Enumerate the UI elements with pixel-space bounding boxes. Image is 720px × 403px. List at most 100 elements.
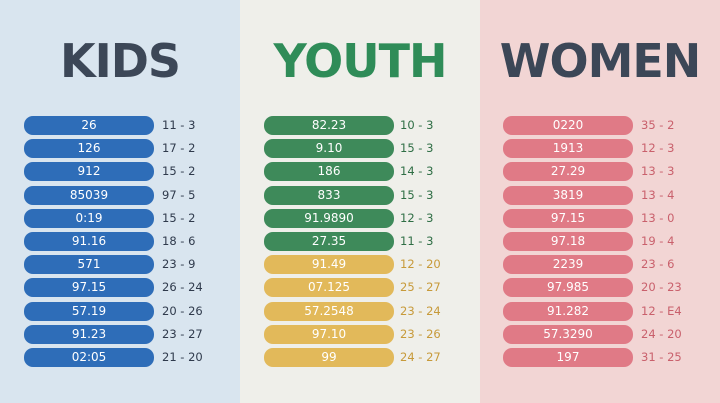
size-pill: 2239: [503, 255, 633, 275]
size-row: 91.282 12 - E4: [480, 301, 720, 321]
size-range: 11 - 3: [162, 118, 196, 132]
size-pill: 91.282: [503, 301, 633, 321]
size-pill: 3819: [503, 185, 633, 205]
size-range: 97 - 5: [162, 187, 196, 202]
youth-panel: YOUTH 82.23 10 - 3 9.10 15 - 3 186 14 - 3 833 1…: [240, 0, 480, 403]
size-range: 23 - 9: [162, 257, 196, 272]
size-pill: 97.15: [503, 208, 633, 228]
size-range: 35 - 2: [641, 118, 675, 132]
size-range: 13 - 0: [641, 210, 675, 225]
size-row: 82.23 10 - 3: [240, 116, 480, 135]
size-range: 25 - 27: [400, 280, 441, 295]
size-range: 15 - 3: [400, 141, 434, 156]
size-pill: 91.23: [24, 324, 154, 344]
size-range: 23 - 26: [400, 326, 441, 341]
size-row: 91.9890 12 - 3: [240, 208, 480, 228]
size-pill: 912: [24, 162, 154, 182]
size-pill: 197: [503, 348, 633, 367]
size-range: 11 - 3: [400, 234, 434, 248]
size-row: 571 23 - 9: [0, 255, 240, 275]
size-row: 0:19 15 - 2: [0, 208, 240, 228]
panel-title: WOMEN: [499, 34, 702, 88]
size-row: 1913 12 - 3: [480, 139, 720, 159]
size-range: 23 - 6: [641, 257, 675, 272]
size-pill: 0:19: [24, 208, 154, 228]
size-row: 0220 35 - 2: [480, 116, 720, 135]
size-range: 12 - 3: [400, 210, 434, 225]
size-row: 91.49 12 - 20: [240, 255, 480, 275]
size-pill: 0220: [503, 116, 633, 135]
size-row: 99 24 - 27: [240, 348, 480, 367]
size-pill: 91.49: [264, 255, 394, 275]
size-row: 57.2548 23 - 24: [240, 301, 480, 321]
size-range: 31 - 25: [641, 350, 682, 364]
size-row: 57.3290 24 - 20: [480, 324, 720, 344]
size-row: 97.15 26 - 24: [0, 278, 240, 298]
size-pill: 1913: [503, 139, 633, 159]
size-pill: 57.3290: [503, 324, 633, 344]
size-row: 126 17 - 2: [0, 139, 240, 159]
size-row: 197 31 - 25: [480, 348, 720, 367]
size-range: 26 - 24: [162, 280, 203, 295]
size-row: 91.23 23 - 27: [0, 324, 240, 344]
size-row: 26 11 - 3: [0, 116, 240, 135]
size-pill: 82.23: [264, 116, 394, 135]
size-range: 20 - 26: [162, 303, 203, 318]
size-row: 57.19 20 - 26: [0, 301, 240, 321]
size-row: 97.18 19 - 4: [480, 232, 720, 251]
size-row: 85039 97 - 5: [0, 185, 240, 205]
size-range: 23 - 24: [400, 303, 441, 318]
size-pill: 26: [24, 116, 154, 135]
size-range: 24 - 20: [641, 326, 682, 341]
size-range: 21 - 20: [162, 350, 203, 364]
size-range: 19 - 4: [641, 234, 675, 248]
size-range: 20 - 23: [641, 280, 682, 295]
size-pill: 186: [264, 162, 394, 182]
size-pill: 97.985: [503, 278, 633, 298]
size-row: 97.10 23 - 26: [240, 324, 480, 344]
size-row: 97.15 13 - 0: [480, 208, 720, 228]
women-panel: WOMEN 0220 35 - 2 1913 12 - 3 27.29 13 - 3 381…: [480, 0, 720, 403]
size-row: 02:05 21 - 20: [0, 348, 240, 367]
size-range: 23 - 27: [162, 326, 203, 341]
panel-title: YOUTH: [273, 34, 447, 88]
size-pill: 9.10: [264, 139, 394, 159]
size-pill: 02:05: [24, 348, 154, 367]
size-range: 24 - 27: [400, 350, 441, 364]
size-pill: 57.19: [24, 301, 154, 321]
size-pill: 571: [24, 255, 154, 275]
size-pill: 91.9890: [264, 208, 394, 228]
size-row: 91.16 18 - 6: [0, 232, 240, 251]
size-pill: 91.16: [24, 232, 154, 251]
size-range: 18 - 6: [162, 234, 196, 248]
size-row: 3819 13 - 4: [480, 185, 720, 205]
size-row: 833 15 - 3: [240, 185, 480, 205]
size-pill: 833: [264, 185, 394, 205]
size-row: 912 15 - 2: [0, 162, 240, 182]
size-range: 12 - 3: [641, 141, 675, 156]
size-range: 12 - E4: [641, 303, 682, 318]
size-pill: 57.2548: [264, 301, 394, 321]
size-row: 97.985 20 - 23: [480, 278, 720, 298]
size-pill: 27.29: [503, 162, 633, 182]
size-range: 17 - 2: [162, 141, 196, 156]
size-range: 13 - 3: [641, 164, 675, 179]
kids-panel: KIDS 26 11 - 3 126 17 - 2 912 15 - 2 85039 97 -…: [0, 0, 240, 403]
size-pill: 07.125: [264, 278, 394, 298]
size-pill: 85039: [24, 185, 154, 205]
size-row: 2239 23 - 6: [480, 255, 720, 275]
size-range: 15 - 2: [162, 210, 196, 225]
size-pill: 97.10: [264, 324, 394, 344]
size-row: 9.10 15 - 3: [240, 139, 480, 159]
size-pill: 27.35: [264, 232, 394, 251]
size-range: 14 - 3: [400, 164, 434, 179]
size-pill: 126: [24, 139, 154, 159]
size-pill: 97.18: [503, 232, 633, 251]
size-row: 27.29 13 - 3: [480, 162, 720, 182]
panel-title: KIDS: [59, 34, 181, 88]
size-range: 12 - 20: [400, 257, 441, 272]
size-row: 27.35 11 - 3: [240, 232, 480, 251]
size-pill: 99: [264, 348, 394, 367]
size-pill: 97.15: [24, 278, 154, 298]
